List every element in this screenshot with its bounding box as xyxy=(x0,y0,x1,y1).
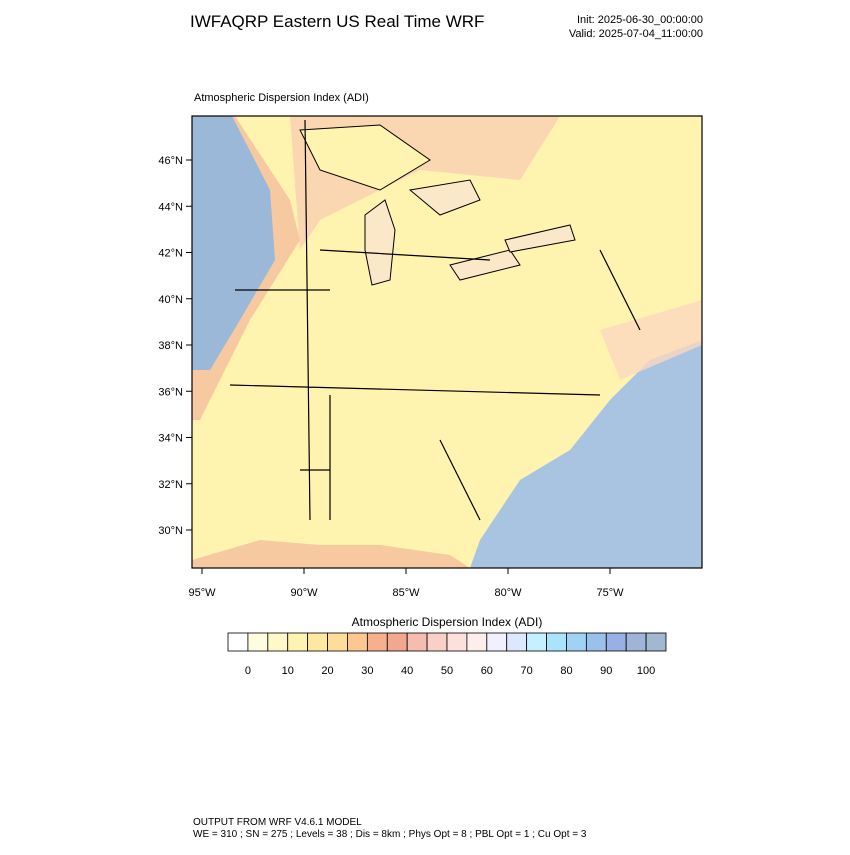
colorbar-label: 60 xyxy=(481,665,493,677)
lat-label: 36°N xyxy=(158,386,183,398)
color-box xyxy=(287,632,309,652)
lat-label: 34°N xyxy=(158,433,183,445)
color-box xyxy=(625,632,647,652)
lon-label: 95°W xyxy=(188,587,216,599)
color-box xyxy=(546,632,567,652)
color-box xyxy=(247,632,269,652)
color-box xyxy=(347,632,368,652)
color-box xyxy=(267,632,289,652)
lat-label: 38°N xyxy=(158,340,183,352)
colorbar-label: 100 xyxy=(637,665,655,677)
color-box xyxy=(366,632,388,652)
color-box xyxy=(645,632,667,652)
footer-line: WE = 310 ; SN = 275 ; Levels = 38 ; Dis … xyxy=(193,829,587,840)
color-box xyxy=(327,632,348,652)
color-box xyxy=(227,632,249,652)
colorbar-label: 50 xyxy=(441,665,453,677)
map-subtitle: Atmospheric Dispersion Index (ADI) xyxy=(194,92,369,104)
footer-line: OUTPUT FROM WRF V4.6.1 MODEL xyxy=(193,817,362,828)
colorbar-title: Atmospheric Dispersion Index (ADI) xyxy=(352,615,543,629)
lat-label: 44°N xyxy=(158,201,183,213)
init-time: Init: 2025-06-30_00:00:00 xyxy=(577,14,703,26)
colorbar-label: 40 xyxy=(401,665,413,677)
color-box xyxy=(426,632,448,652)
color-box xyxy=(466,632,488,652)
lat-label: 40°N xyxy=(158,294,183,306)
colorbar-label: 30 xyxy=(361,665,373,677)
color-box xyxy=(506,632,528,652)
colorbar-label: 10 xyxy=(282,665,294,677)
color-box xyxy=(566,632,587,652)
colorbar-label: 20 xyxy=(321,665,333,677)
color-box xyxy=(446,632,468,652)
color-box xyxy=(406,632,428,652)
lon-label: 90°W xyxy=(290,587,318,599)
colorbar-label: 70 xyxy=(521,665,533,677)
lon-label: 80°W xyxy=(494,587,522,599)
valid-time: Valid: 2025-07-04_11:00:00 xyxy=(569,28,703,40)
map-field xyxy=(192,116,702,568)
lat-axis: 46°N 44°N 42°N 40°N 38°N 36°N 34°N 32°N 30°N xyxy=(158,155,192,537)
lat-label: 42°N xyxy=(158,248,183,260)
color-box xyxy=(526,632,547,652)
color-box xyxy=(307,632,328,652)
lat-label: 30°N xyxy=(158,525,183,537)
lon-label: 85°W xyxy=(392,587,420,599)
title: IWFAQRP Eastern US Real Time WRF xyxy=(190,12,484,31)
colorbar-label: 0 xyxy=(245,665,251,677)
lon-label: 75°W xyxy=(596,587,624,599)
color-box xyxy=(605,632,627,652)
map-frame xyxy=(191,115,703,569)
lat-label: 32°N xyxy=(158,479,183,491)
colorbar-label: 80 xyxy=(560,665,572,677)
color-box xyxy=(386,632,408,652)
lon-axis: 95°W 90°W 85°W 80°W 75°W xyxy=(188,568,624,599)
colorbar-label: 90 xyxy=(600,665,612,677)
color-box xyxy=(486,632,508,652)
lat-label: 46°N xyxy=(158,155,183,167)
color-box xyxy=(585,632,607,652)
colorbar: 0 10 20 30 40 50 60 70 80 90 100 xyxy=(227,632,667,677)
